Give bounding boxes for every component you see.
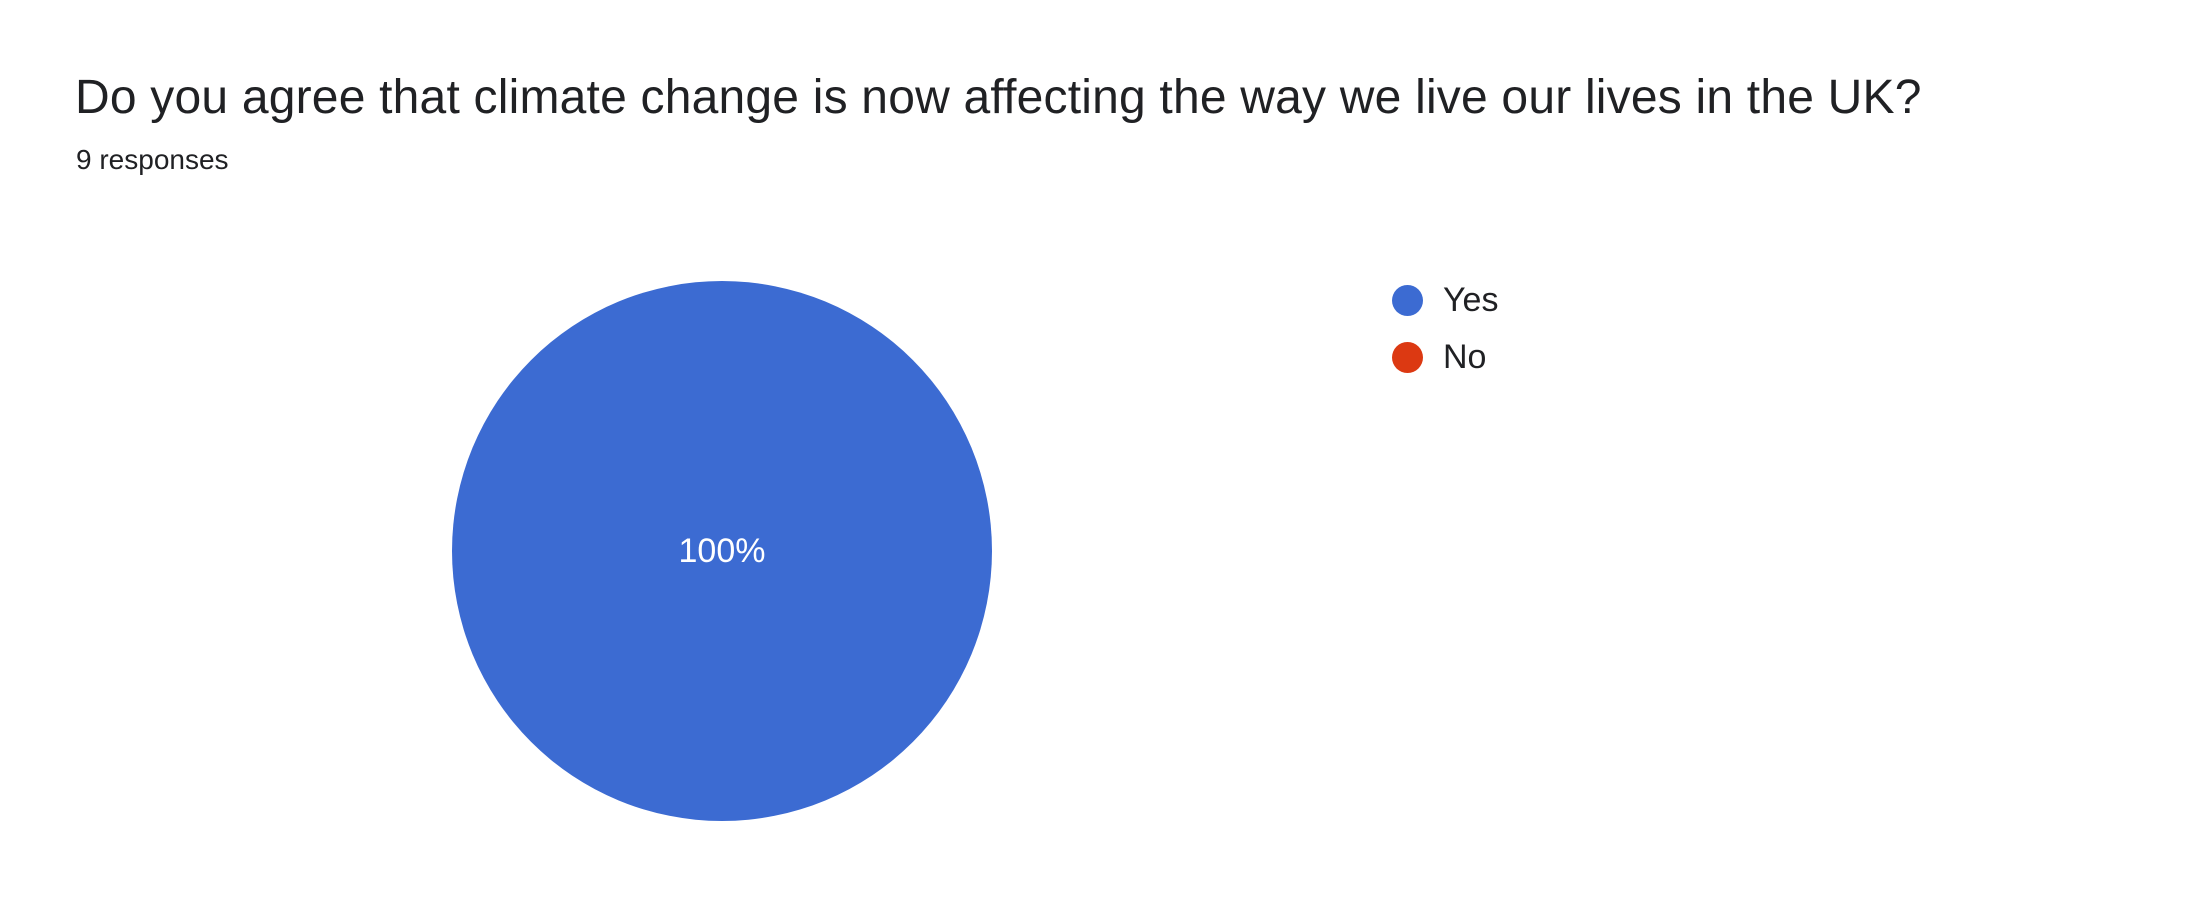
question-title: Do you agree that climate change is now … (75, 71, 1922, 124)
legend-label-yes: Yes (1443, 280, 1499, 319)
responses-count: 9 responses (76, 144, 229, 175)
legend-dot-no-icon (1392, 341, 1423, 373)
legend-item-no: No (1392, 338, 1498, 376)
pie-chart-slice-yes[interactable]: 100% (452, 281, 992, 821)
legend-item-yes: Yes (1392, 281, 1498, 319)
legend-dot-yes-icon (1392, 284, 1423, 316)
pie-slice-percentage-label: 100% (678, 531, 766, 570)
chart-legend: Yes No (1392, 281, 1498, 376)
legend-label-no: No (1443, 337, 1487, 376)
